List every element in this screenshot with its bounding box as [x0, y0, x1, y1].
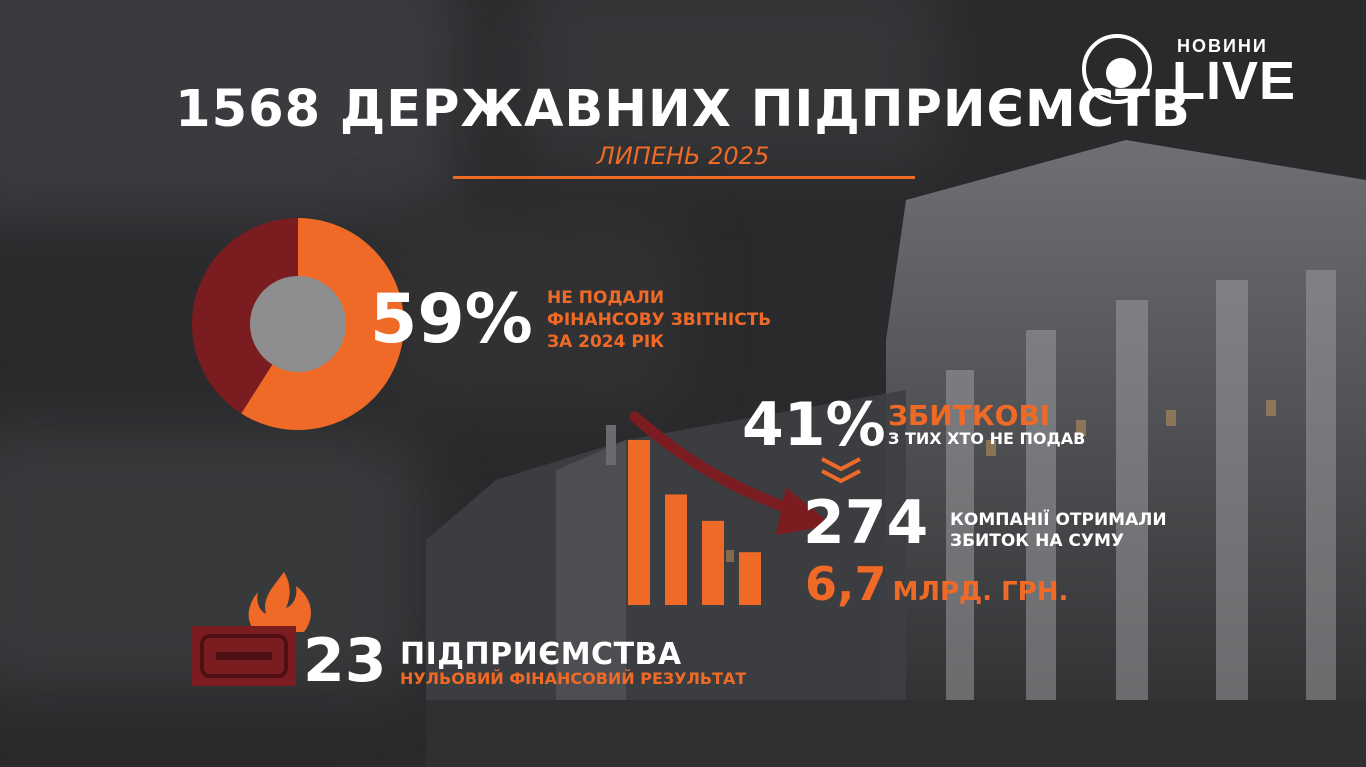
- stat-59-label: НЕ ПОДАЛИ ФІНАНСОВУ ЗВІТНІСТЬ ЗА 2024 РІ…: [547, 287, 771, 353]
- stat-59-line-3: ЗА 2024 РІК: [547, 332, 665, 352]
- novyny-live-logo: НОВИНИ LIVE: [1082, 34, 1302, 114]
- stat-274-value: 274: [803, 488, 929, 558]
- loss-amount-unit: МЛРД. ГРН.: [892, 577, 1069, 607]
- logo-small-text: НОВИНИ: [1177, 36, 1268, 56]
- stat-274-label: КОМПАНІЇ ОТРИМАЛИ ЗБИТОК НА СУМУ: [950, 510, 1167, 552]
- donut-hole: [250, 276, 346, 372]
- stat-41-value: 41%: [742, 390, 886, 460]
- stat-59-line-1: НЕ ПОДАЛИ: [547, 288, 665, 308]
- stat-274-line-1: КОМПАНІЇ ОТРИМАЛИ: [950, 510, 1167, 530]
- decor-bar-3: [739, 552, 761, 605]
- stat-23-label: ПІДПРИЄМСТВА: [400, 637, 682, 672]
- loss-amount: 6,7 МЛРД. ГРН.: [805, 557, 1068, 611]
- double-chevron-down-icon: [821, 457, 861, 484]
- decor-bar-1: [665, 494, 687, 605]
- page-title: 1568 ДЕРЖАВНИХ ПІДПРИЄМСТВ: [175, 80, 1191, 139]
- burning-banknote-icon: [192, 572, 311, 686]
- stat-41-label: ЗБИТКОВІ: [888, 399, 1051, 432]
- logo-ring-icon: [1082, 34, 1152, 104]
- logo-big-text: LIVE: [1172, 51, 1297, 111]
- stat-59-value: 59%: [370, 280, 533, 359]
- donut-slice-1: [192, 218, 298, 414]
- title-underline: [453, 176, 915, 179]
- loss-amount-value: 6,7: [805, 557, 887, 611]
- donut-chart: [192, 218, 404, 430]
- decorative-bar-chart: [628, 440, 761, 605]
- stat-274-line-2: ЗБИТОК НА СУМУ: [950, 531, 1125, 551]
- curved-arrow-icon: [629, 411, 832, 535]
- page-subtitle: ЛИПЕНЬ 2025: [596, 142, 770, 170]
- stat-23-sublabel: НУЛЬОВИЙ ФІНАНСОВИЙ РЕЗУЛЬТАТ: [400, 669, 747, 688]
- decor-bar-0: [628, 440, 650, 605]
- stat-23-value: 23: [303, 626, 387, 696]
- stat-41-sublabel: З ТИХ ХТО НЕ ПОДАВ: [888, 429, 1086, 448]
- stat-59-line-2: ФІНАНСОВУ ЗВІТНІСТЬ: [547, 310, 772, 330]
- decor-bar-2: [702, 520, 724, 605]
